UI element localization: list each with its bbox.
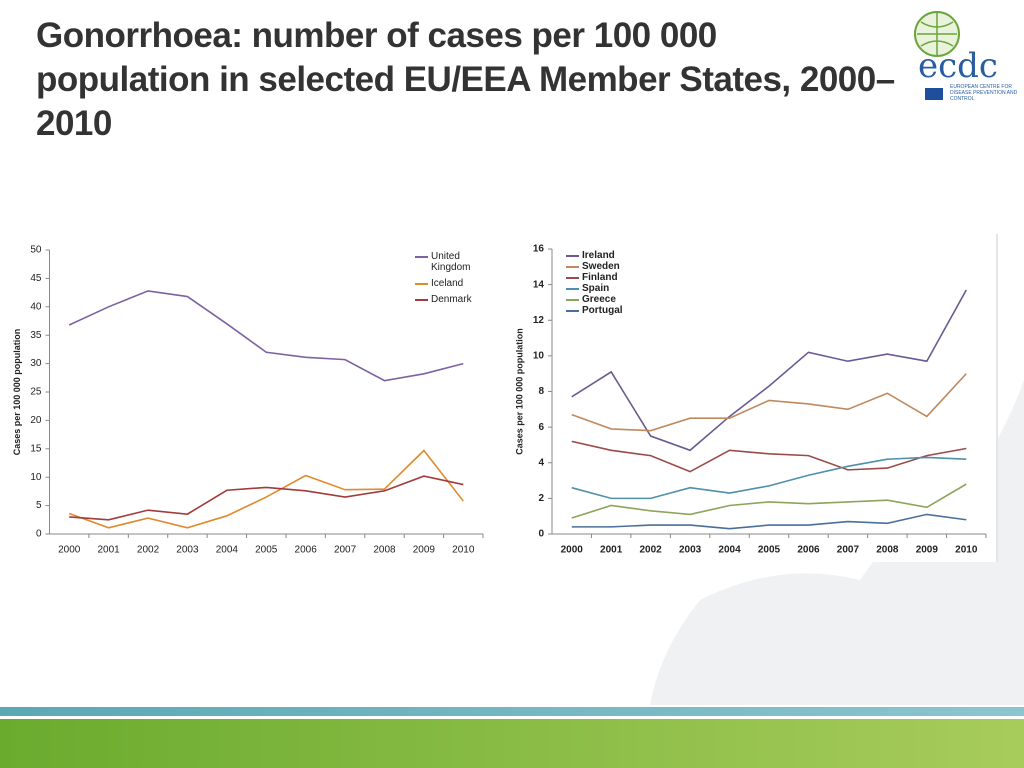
legend-swatch — [415, 299, 428, 301]
legend-swatch — [566, 288, 579, 290]
legend-item: Sweden — [566, 261, 646, 272]
series-line — [68, 290, 464, 382]
x-tick-label: 2003 — [176, 545, 199, 556]
y-axis-label: Cases per 100 000 population — [514, 328, 524, 455]
x-tick-label: 2005 — [758, 545, 781, 556]
series-line — [571, 289, 967, 452]
y-tick-label: 10 — [533, 351, 545, 362]
legend-item: Portugal — [566, 305, 646, 316]
y-tick-label: 35 — [30, 330, 42, 341]
legend-label: Ireland — [582, 250, 615, 261]
series-line — [571, 456, 967, 500]
legend-label: Spain — [582, 283, 610, 294]
y-tick-label: 4 — [538, 457, 544, 468]
legend-item: United Kingdom — [415, 251, 475, 273]
footer-band — [0, 719, 1024, 768]
x-tick-label: 2006 — [295, 545, 318, 556]
y-tick-label: 14 — [533, 279, 545, 290]
legend-item: Greece — [566, 294, 646, 305]
logo-eu-flag — [925, 88, 943, 100]
y-tick-label: 15 — [30, 443, 42, 454]
y-tick-label: 16 — [533, 244, 545, 255]
y-tick-label: 5 — [36, 500, 42, 511]
legend-label: Finland — [582, 272, 618, 283]
x-tick-label: 2006 — [797, 545, 820, 556]
y-tick-label: 30 — [30, 358, 42, 369]
x-tick-label: 2010 — [452, 545, 475, 556]
y-tick-label: 6 — [538, 422, 544, 433]
x-tick-label: 2005 — [255, 545, 278, 556]
legend-swatch — [566, 310, 579, 312]
series-line — [571, 483, 967, 519]
x-tick-label: 2002 — [640, 545, 663, 556]
x-tick-label: 2000 — [561, 545, 584, 556]
legend-item: Denmark — [415, 294, 475, 305]
map-decoration — [650, 380, 1024, 705]
x-tick-label: 2008 — [373, 545, 396, 556]
series-line — [69, 475, 464, 521]
y-tick-label: 45 — [30, 273, 42, 284]
series-line — [571, 513, 967, 530]
x-tick-label: 2001 — [97, 545, 120, 556]
legend-label: United Kingdom — [431, 251, 471, 273]
x-tick-label: 2004 — [216, 545, 239, 556]
legend-item: Finland — [566, 272, 646, 283]
series-line — [68, 449, 464, 529]
logo-grid — [917, 13, 957, 55]
legend-label: Iceland — [431, 278, 464, 289]
x-tick-label: 2000 — [58, 545, 81, 556]
logo-graphic — [914, 11, 960, 100]
legend-swatch — [566, 299, 579, 301]
slide-title: Gonorrhoea: number of cases per 100 000 … — [36, 16, 895, 143]
y-tick-label: 10 — [30, 472, 42, 483]
y-tick-label: 0 — [538, 529, 544, 540]
legend-label: Portugal — [582, 305, 623, 316]
x-tick-label: 2002 — [137, 545, 160, 556]
legend: United Kingdom Iceland Denmark — [415, 251, 475, 310]
x-tick-label: 2009 — [413, 545, 436, 556]
legend-item: Ireland — [566, 250, 646, 261]
logo-text: ecdc — [918, 46, 998, 86]
legend-swatch — [415, 256, 428, 258]
legend-label: Greece — [582, 294, 616, 305]
y-tick-label: 0 — [36, 529, 42, 540]
x-tick-label: 2009 — [916, 545, 939, 556]
x-tick-label: 2003 — [679, 545, 702, 556]
y-tick-label: 25 — [30, 387, 42, 398]
x-tick-label: 2008 — [876, 545, 899, 556]
legend-label: Denmark — [431, 294, 472, 305]
legend-item: Spain — [566, 283, 646, 294]
x-tick-label: 2004 — [718, 545, 741, 556]
chart-panel — [505, 234, 998, 562]
legend-item: Iceland — [415, 278, 475, 289]
y-tick-label: 40 — [30, 301, 42, 312]
y-tick-label: 8 — [538, 386, 544, 397]
x-tick-label: 2007 — [837, 545, 860, 556]
series-line — [571, 373, 967, 432]
legend-swatch — [415, 283, 428, 285]
x-tick-label: 2010 — [955, 545, 978, 556]
footer-band — [0, 707, 1024, 716]
legend-swatch — [566, 277, 579, 279]
legend-swatch — [566, 255, 579, 257]
y-tick-label: 2 — [538, 493, 544, 504]
chart-panel — [8, 238, 500, 560]
y-tick-label: 20 — [30, 415, 42, 426]
x-tick-label: 2001 — [600, 545, 623, 556]
y-tick-label: 50 — [30, 245, 42, 256]
series-line — [571, 440, 967, 473]
y-axis-label: Cases per 100 000 population — [12, 329, 22, 456]
x-tick-label: 2007 — [334, 545, 357, 556]
legend-swatch — [566, 266, 579, 268]
y-tick-label: 12 — [533, 315, 545, 326]
legend-label: Sweden — [582, 261, 620, 272]
logo-subtitle: EUROPEAN CENTRE FOR DISEASE PREVENTION A… — [950, 84, 1018, 102]
legend: Ireland Sweden Finland Spain Greece Portugal — [566, 250, 646, 316]
